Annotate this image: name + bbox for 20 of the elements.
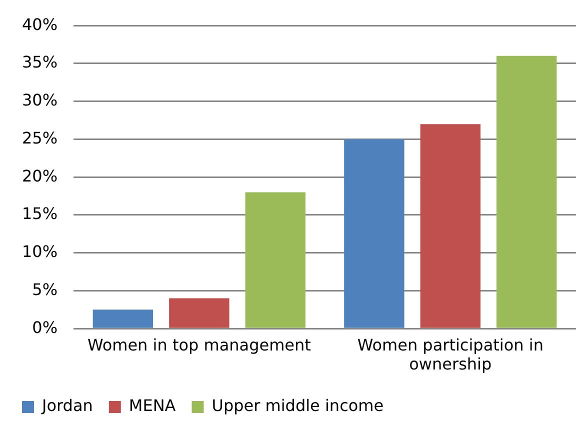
bar (92, 310, 154, 328)
y-tick-label: 25% (22, 128, 58, 148)
y-tick-label: 30% (22, 90, 58, 110)
x-tick-label: Women participation in ownership (357, 335, 544, 374)
bar (169, 298, 230, 328)
bar (496, 56, 557, 328)
bar (245, 192, 306, 328)
bar (420, 124, 480, 328)
y-tick-label: 0% (32, 318, 58, 337)
legend-label: Upper middle income (212, 396, 384, 416)
y-tick-label: 40% (22, 14, 58, 34)
y-tick-label: 35% (22, 52, 58, 72)
y-tick-label: 10% (22, 242, 58, 262)
legend-label: Jordan (41, 396, 93, 416)
bar (344, 139, 404, 328)
y-tick-label: 5% (32, 280, 58, 299)
legend-label: MENA (128, 396, 176, 416)
y-tick-label: 15% (22, 204, 58, 224)
x-tick-label: Women in top management (87, 335, 311, 354)
y-tick-label: 20% (22, 166, 58, 186)
